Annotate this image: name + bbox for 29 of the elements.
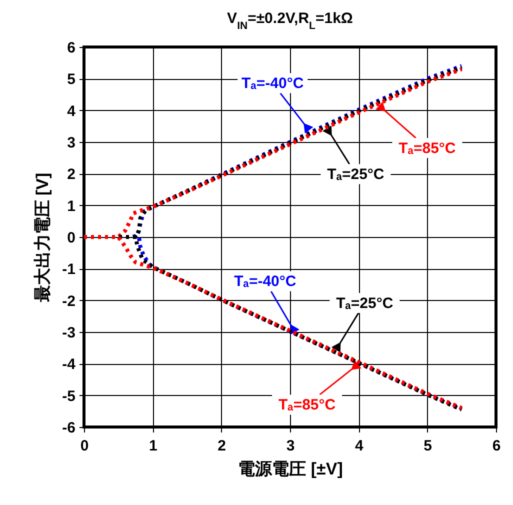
- annotation: Tₐ=85°C: [278, 396, 336, 414]
- y-tick-label: -2: [62, 292, 76, 310]
- y-tick-label: -6: [62, 420, 76, 436]
- x-tick-label: 1: [148, 438, 158, 454]
- y-tick-label: 0: [67, 230, 76, 246]
- y-tick-label: -4: [62, 356, 76, 374]
- y-tick-label: 4: [67, 102, 76, 120]
- x-tick-label: 4: [354, 438, 364, 454]
- x-tick-label: 3: [286, 438, 295, 454]
- x-tick-label: 0: [80, 438, 89, 454]
- annotation: Tₐ=25°C: [336, 294, 394, 312]
- y-tick-label: -5: [62, 388, 76, 405]
- y-tick-label: 1: [67, 198, 76, 215]
- y-axis-title: 最大出力電圧 [V]: [33, 172, 52, 304]
- y-tick-label: -1: [62, 261, 76, 278]
- annotation: Tₐ=-40°C: [242, 75, 304, 92]
- y-tick-label: 6: [67, 40, 76, 56]
- x-axis-title: 電源電圧 [±V]: [238, 460, 343, 478]
- annotation: Tₐ=-40°C: [234, 273, 296, 290]
- x-tick-label: 5: [424, 438, 432, 454]
- annotation: Tₐ=85°C: [398, 140, 456, 157]
- chart-title: V$_{IN}$=±0.2V,R$_{L}$=1kΩ: [227, 10, 353, 32]
- y-tick-label: 3: [67, 134, 76, 152]
- y-tick-label: -3: [62, 324, 76, 342]
- x-tick-label: 2: [218, 438, 226, 454]
- y-tick-label: 2: [67, 166, 76, 184]
- annotation: Tₐ=25°C: [327, 166, 384, 184]
- x-tick-label: 6: [492, 438, 501, 454]
- y-tick-label: 5: [67, 71, 76, 88]
